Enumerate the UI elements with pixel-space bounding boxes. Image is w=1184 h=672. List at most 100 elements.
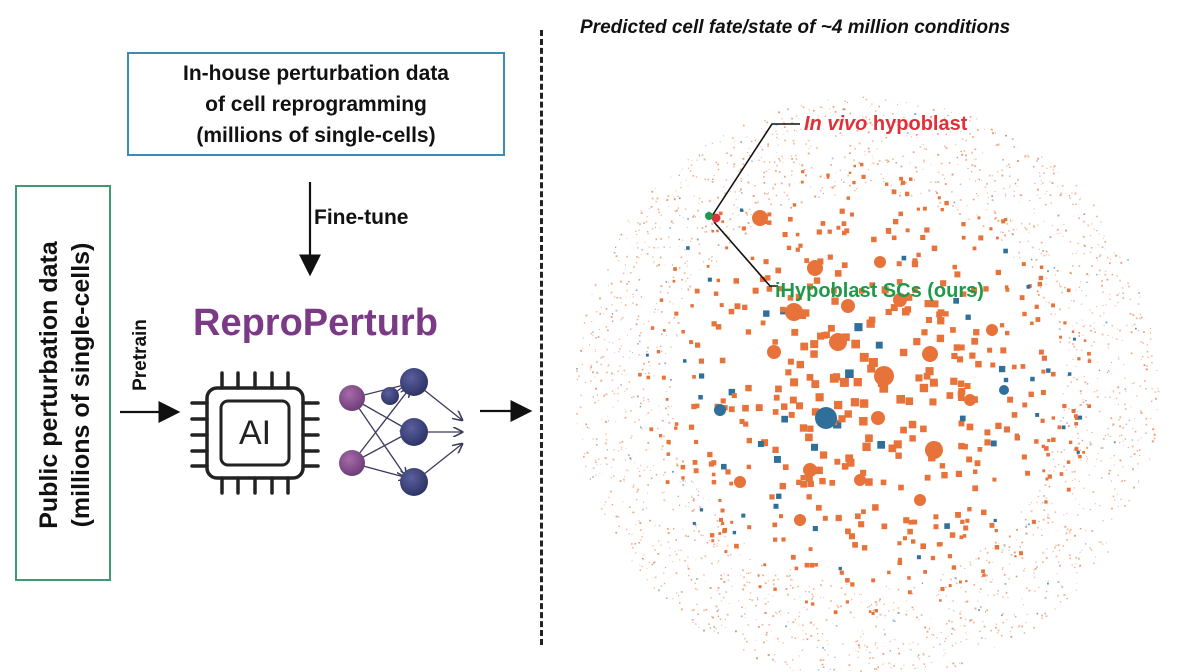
sphere-point <box>1074 408 1077 410</box>
sphere-point <box>745 211 748 214</box>
sphere-point <box>746 640 748 643</box>
sphere-point <box>882 114 885 116</box>
sphere-point <box>1019 257 1021 259</box>
sphere-point <box>818 196 820 198</box>
sphere-point <box>616 297 618 299</box>
sphere-point <box>763 259 769 265</box>
sphere-point <box>959 199 962 201</box>
sphere-point <box>956 156 959 159</box>
sphere-point <box>1119 425 1121 428</box>
sphere-point <box>805 591 807 593</box>
sphere-point <box>637 247 639 249</box>
sphere-point <box>629 350 631 352</box>
sphere-point <box>610 372 613 375</box>
sphere-point <box>772 658 774 661</box>
sphere-point <box>1151 362 1153 364</box>
sphere-point <box>1077 514 1079 516</box>
sphere-point <box>833 185 836 187</box>
sphere-point <box>767 580 769 582</box>
sphere-point <box>974 460 981 467</box>
sphere-point <box>953 610 955 612</box>
sphere-point <box>1048 485 1051 488</box>
sphere-point <box>1099 273 1100 275</box>
sphere-point <box>605 501 607 503</box>
sphere-point <box>861 509 866 514</box>
sphere-point <box>893 665 895 667</box>
sphere-point <box>954 144 956 145</box>
sphere-point <box>696 238 699 241</box>
sphere-point <box>645 220 648 223</box>
sphere-point <box>1042 551 1045 554</box>
sphere-point <box>859 417 868 426</box>
sphere-point <box>757 441 764 447</box>
sphere-point <box>641 248 644 251</box>
sphere-point <box>739 168 742 171</box>
sphere-point <box>996 593 999 595</box>
sphere-point <box>1026 587 1028 590</box>
sphere-point <box>1000 347 1007 354</box>
sphere-point <box>1106 256 1109 259</box>
sphere-point <box>610 291 613 294</box>
sphere-point <box>829 108 831 110</box>
sphere-point <box>940 587 945 592</box>
sphere-point <box>1041 156 1043 158</box>
sphere-point <box>950 327 956 333</box>
sphere-point <box>722 596 725 599</box>
sphere-point <box>776 152 778 154</box>
sphere-point <box>1054 511 1057 514</box>
sphere-point <box>1057 233 1059 235</box>
sphere-point <box>1023 570 1025 572</box>
sphere-point <box>651 422 653 424</box>
sphere-point <box>586 426 588 428</box>
sphere-point <box>815 407 837 429</box>
sphere-point <box>804 258 810 263</box>
sphere-point <box>682 479 684 482</box>
sphere-point <box>932 646 935 648</box>
sphere-point <box>769 161 771 163</box>
sphere-point <box>763 641 765 644</box>
sphere-point <box>625 411 627 413</box>
sphere-point <box>638 354 640 356</box>
sphere-point <box>907 576 911 580</box>
sphere-point <box>747 525 752 530</box>
sphere-point <box>1101 280 1103 282</box>
sphere-point <box>1072 325 1073 327</box>
sphere-point <box>613 475 615 477</box>
sphere-point <box>1128 499 1130 502</box>
sphere-point <box>1066 487 1071 492</box>
sphere-point <box>997 219 1000 222</box>
sphere-point <box>662 329 666 332</box>
sphere-point <box>834 400 843 410</box>
sphere-point <box>1041 534 1043 536</box>
sphere-point <box>719 517 723 522</box>
sphere-point <box>1136 395 1138 397</box>
sphere-point <box>721 521 725 525</box>
sphere-point <box>663 582 666 585</box>
sphere-point <box>1074 192 1077 195</box>
sphere-point <box>1099 410 1101 413</box>
sphere-point <box>645 448 648 451</box>
sphere-point <box>1010 554 1013 556</box>
sphere-point <box>791 170 793 172</box>
sphere-point <box>994 217 997 220</box>
sphere-point <box>1068 349 1070 351</box>
sphere-point <box>724 192 727 195</box>
sphere-point <box>849 184 851 187</box>
sphere-point <box>638 229 640 231</box>
sphere-point <box>959 580 962 584</box>
sphere-point <box>626 388 628 390</box>
sphere-point <box>1039 172 1041 174</box>
sphere-point <box>658 589 660 592</box>
sphere-point <box>810 123 812 125</box>
sphere-point <box>1100 221 1102 223</box>
sphere-point <box>989 522 995 528</box>
sphere-point <box>610 316 613 318</box>
sphere-point <box>1058 283 1060 285</box>
sphere-point <box>999 365 1006 373</box>
sphere-point <box>1107 427 1109 430</box>
sphere-point <box>1045 477 1049 481</box>
sphere-point <box>915 170 918 173</box>
sphere-point <box>676 463 678 465</box>
sphere-point <box>990 629 993 632</box>
sphere-point <box>965 158 968 161</box>
